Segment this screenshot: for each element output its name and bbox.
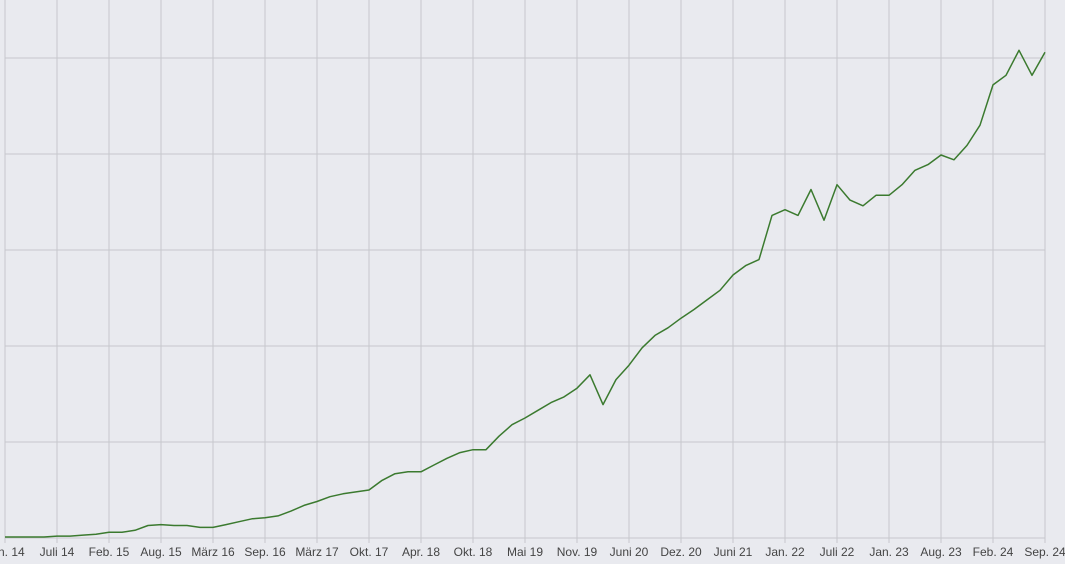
x-tick-label: Dez. 20	[660, 545, 702, 559]
x-tick-label: Juli 14	[40, 545, 75, 559]
x-tick-label: Okt. 17	[350, 545, 389, 559]
x-tick-label: März 16	[191, 545, 235, 559]
x-tick-label: Jan. 23	[869, 545, 909, 559]
x-tick-label: Mai 19	[507, 545, 543, 559]
x-tick-label: Okt. 18	[454, 545, 493, 559]
x-tick-label: Juni 20	[610, 545, 649, 559]
x-tick-label: Feb. 15	[89, 545, 130, 559]
x-tick-label: Juli 22	[820, 545, 855, 559]
data-line	[5, 49, 1046, 538]
x-tick-label: Sep. 24	[1024, 545, 1065, 559]
x-tick-label: Apr. 18	[402, 545, 440, 559]
x-tick-label: Aug. 23	[920, 545, 962, 559]
x-tick-label: Feb. 24	[973, 545, 1014, 559]
x-tick-label: Jan. 22	[765, 545, 805, 559]
x-tick-label: März 17	[295, 545, 339, 559]
x-tick-label: Nov. 19	[557, 545, 598, 559]
x-tick-label: Juni 21	[714, 545, 753, 559]
x-tick-label: Aug. 15	[140, 545, 182, 559]
x-tick-label: Sep. 16	[244, 545, 286, 559]
x-tick-label: Jan. 14	[0, 545, 25, 559]
